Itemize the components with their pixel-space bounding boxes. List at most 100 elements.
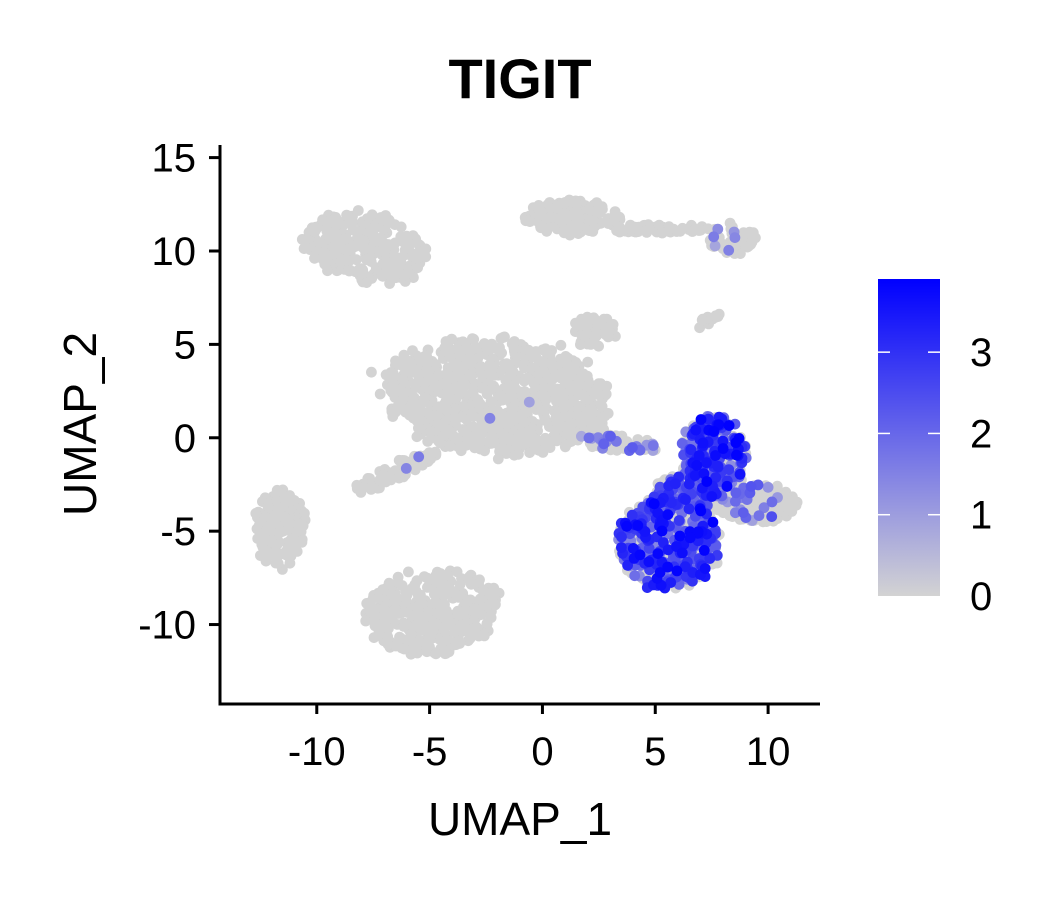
cell-point [695,505,707,517]
cell-point [596,401,608,412]
cell-point [450,639,462,650]
cell-point [431,410,442,422]
cell-point [593,378,605,390]
cell-point [571,207,583,219]
cell-point [430,359,441,370]
cell-point [470,342,482,353]
cell-point [679,561,691,573]
cell-point [580,329,591,341]
cell-point [582,356,594,368]
cell-point [663,224,675,235]
x-tick-label: 0 [531,730,553,774]
cell-point [687,575,698,587]
y-axis-ticks: 15 10 5 0 -5 -10 [138,137,220,648]
cell-point [269,547,281,559]
cell-point [374,475,386,486]
cell-point [709,240,721,252]
cell-point [378,610,390,622]
cell-point [654,481,666,493]
cell-point [267,537,278,549]
cell-point [766,496,778,508]
cell-point [382,474,394,485]
cell-point [475,361,487,373]
cell-point [407,395,419,407]
cell-point [383,239,394,250]
cell-point [336,242,347,254]
cell-point [534,205,546,216]
cell-point [643,556,655,568]
cell-point [550,391,562,403]
x-tick-label: 10 [746,730,791,774]
cell-point [459,379,471,391]
cell-point [398,349,410,361]
cell-point [507,365,519,377]
cell-point [395,383,407,395]
cell-point [466,431,478,443]
cell-point [395,221,407,233]
cell-point [625,219,636,231]
cell-point [526,431,538,442]
cell-point [570,198,582,210]
y-tick-label: 10 [152,230,197,274]
scatter-points [250,194,803,660]
cell-point [343,265,355,277]
cell-point [457,411,468,423]
cell-point [443,424,454,436]
cell-point [441,634,452,646]
cell-point [260,526,272,538]
cell-point [537,364,549,376]
cell-point [528,377,540,389]
cell-point [600,388,612,400]
cell-point [477,584,489,596]
cell-point [629,570,641,582]
legend-colorbar [878,279,940,596]
cell-point [439,342,451,353]
cell-point [396,395,407,407]
cell-point [559,410,570,422]
cell-point [284,535,296,547]
cell-point [432,435,444,447]
cell-point [683,478,695,490]
cell-point [387,265,399,277]
cell-point [422,407,434,418]
cell-point [723,464,735,475]
cell-point [730,507,741,519]
cell-point [434,605,446,617]
cell-point [402,607,414,618]
cell-point [721,480,733,492]
cell-point [580,393,591,405]
cell-point [696,314,708,326]
cell-point [404,409,416,421]
cell-point [555,339,567,351]
cell-point [366,209,378,221]
x-axis-label: UMAP_1 [428,793,612,845]
cell-point [570,218,582,230]
cell-point [343,255,355,267]
cell-point [698,545,710,556]
cell-point [451,566,463,578]
cell-point [484,412,496,424]
cell-point [737,507,749,518]
cell-point [450,588,462,600]
cell-point [387,256,398,268]
cell-point [414,369,425,380]
cell-point [508,342,520,354]
cell-point [710,310,722,322]
cell-point [598,313,610,325]
cell-point [497,394,508,406]
cell-point [260,545,272,557]
cell-point [298,243,310,255]
cell-point [505,408,517,420]
legend-tick-label: 2 [970,412,992,456]
y-tick-label: -5 [160,510,196,554]
cell-point [351,479,363,491]
cell-point [449,626,460,638]
cell-point [405,366,417,378]
cell-point [593,340,604,352]
cell-point [442,569,453,581]
cell-point [451,343,463,354]
cell-point [648,498,660,510]
cell-point [766,511,778,522]
cell-point [394,631,405,643]
